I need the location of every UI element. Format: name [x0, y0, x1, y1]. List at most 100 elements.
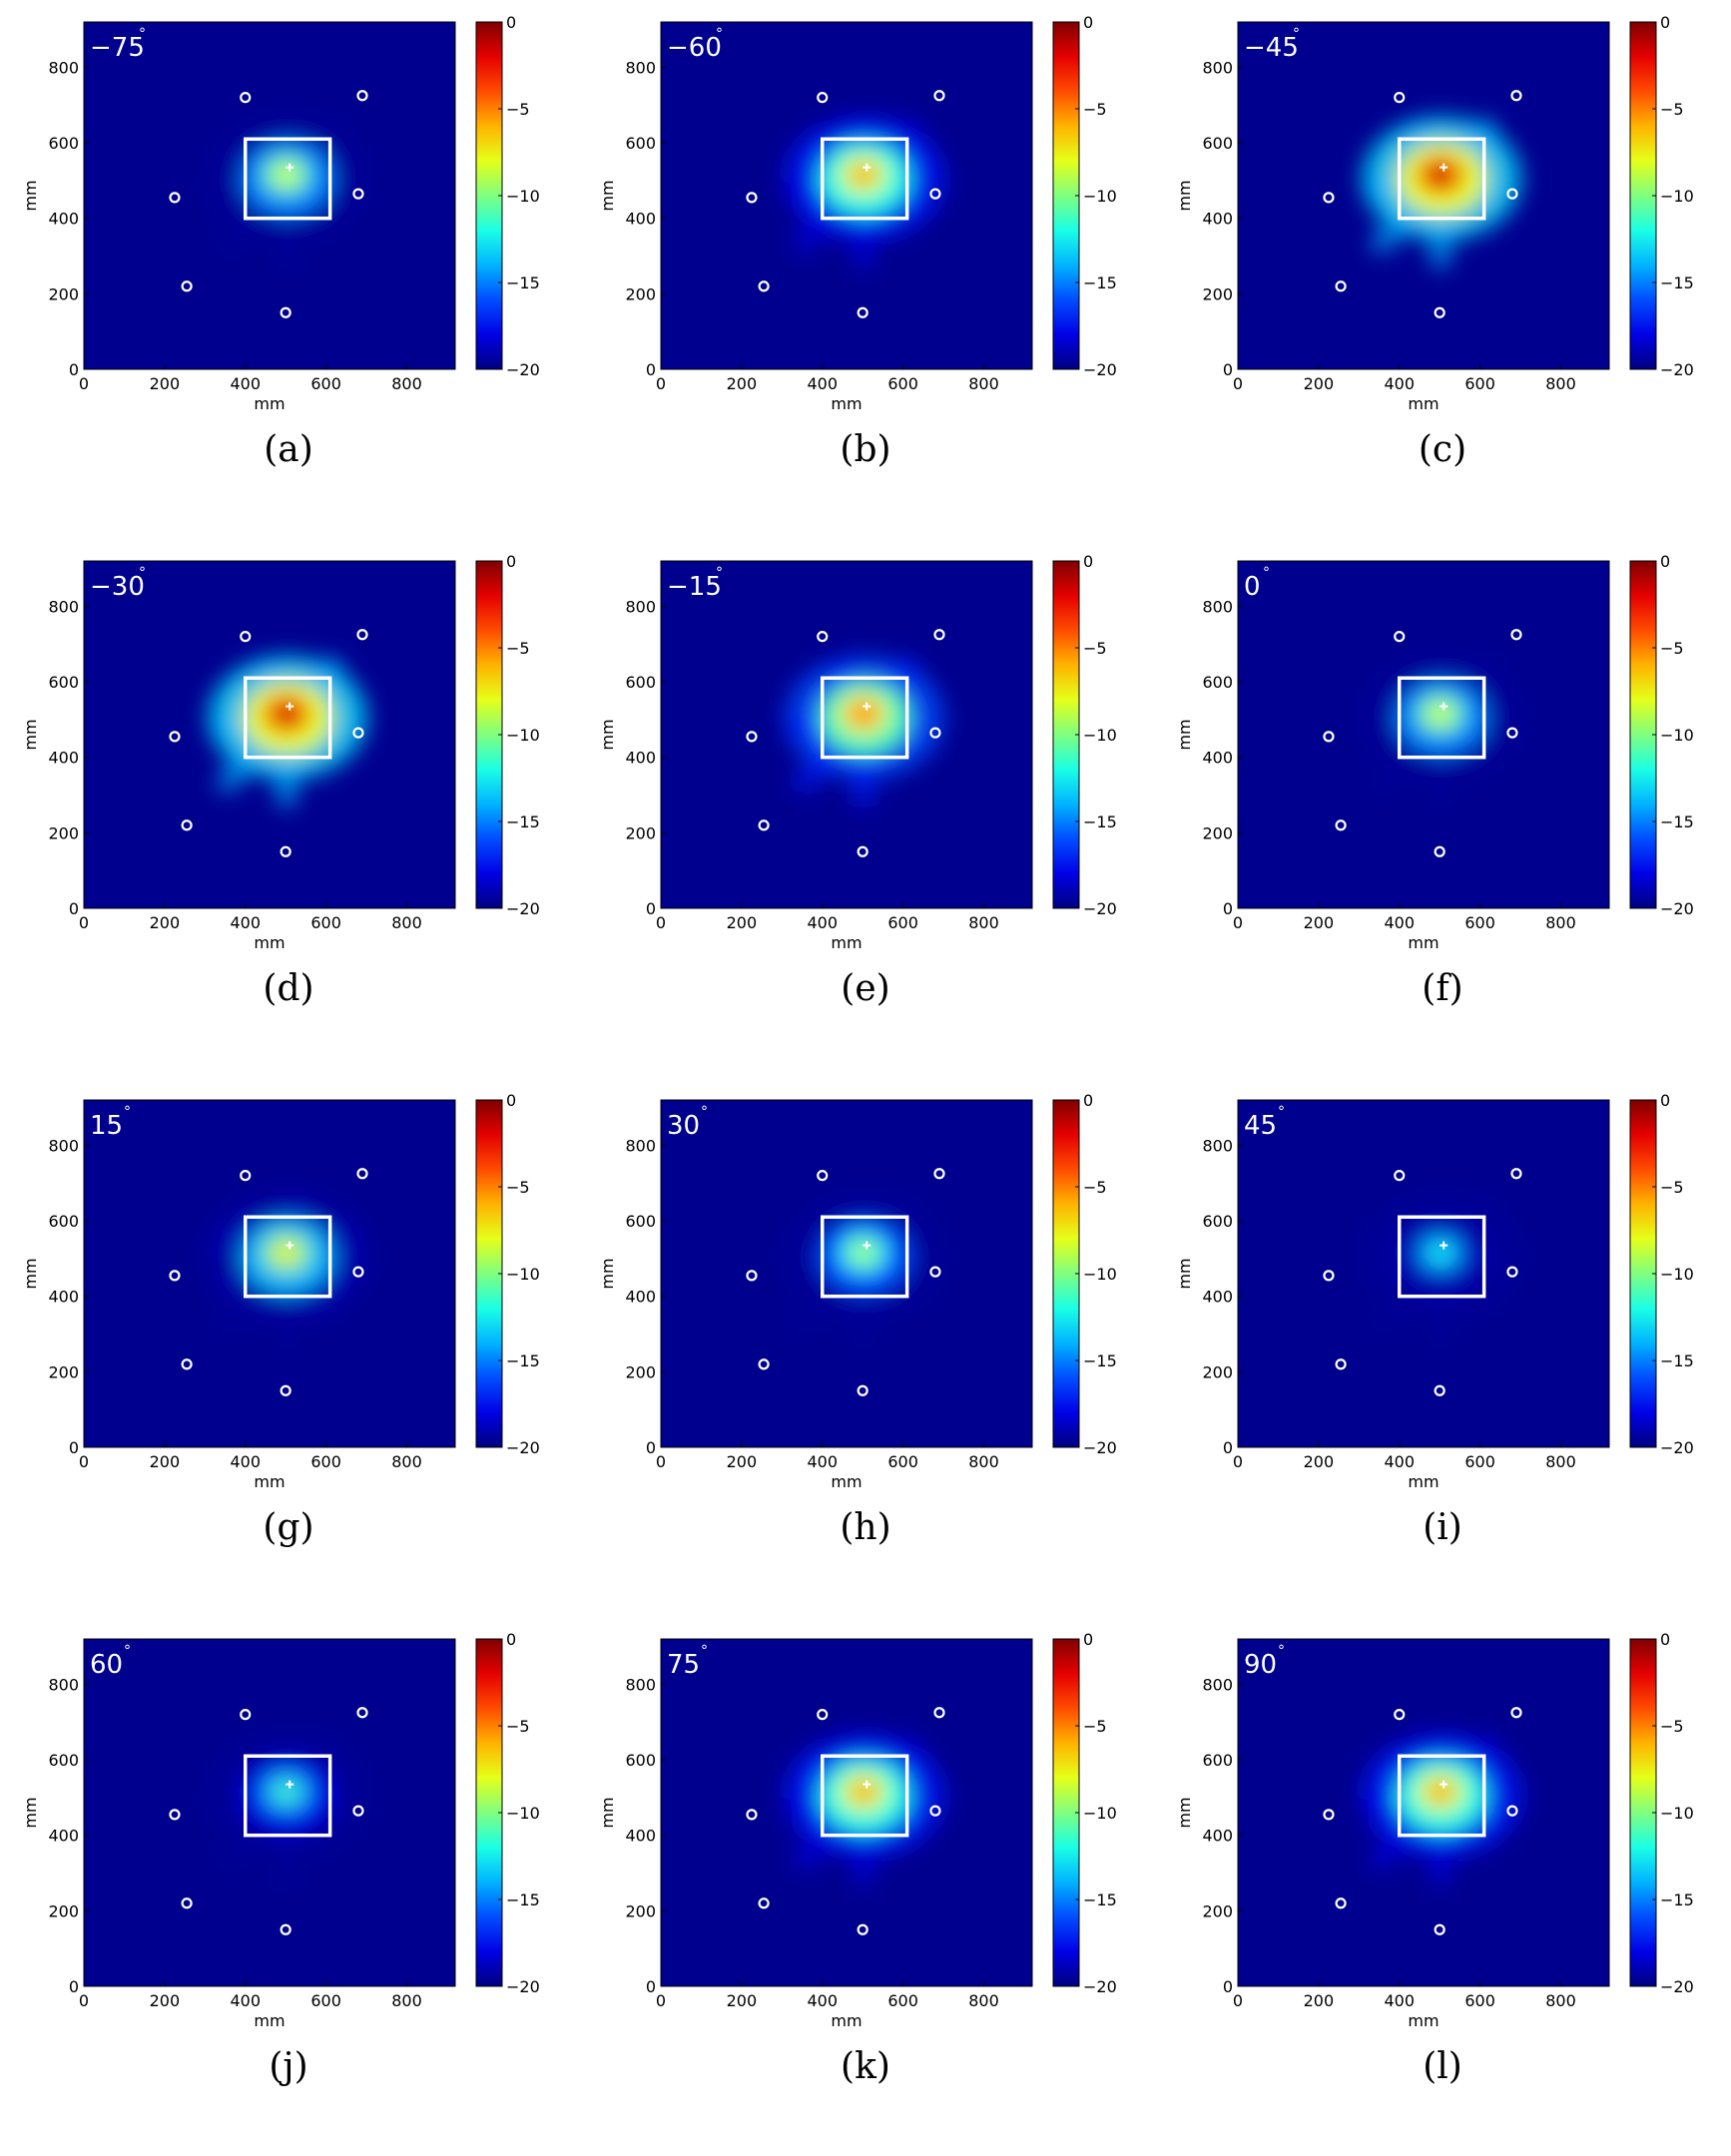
heatmap-panel: −30 ° 0 200 400 600 800 0 200 400 600 800 mm mm 0 −5 −10…	[0, 539, 577, 1078]
y-tick-label: 400	[625, 1288, 656, 1307]
heatmap-chart: 0 °0 200 400 600 8000200400600800mmmm0−5−10−1…	[1175, 552, 1694, 952]
y-tick-label: 800	[1202, 1136, 1233, 1155]
y-axis-label: mm	[1175, 1258, 1194, 1289]
y-axis-label: mm	[1175, 719, 1194, 750]
x-tick-label: 600	[1464, 1452, 1495, 1471]
target-cross	[863, 702, 871, 711]
y-tick-label: 600	[625, 673, 656, 692]
target-box	[820, 137, 909, 221]
panel-caption: (d)	[263, 968, 314, 1009]
y-axis-label: mm	[1175, 180, 1194, 211]
transducer-marker	[280, 306, 291, 318]
x-tick-label: 0	[79, 913, 89, 932]
target-box	[1397, 1215, 1486, 1299]
y-tick-label: 800	[625, 1136, 656, 1155]
y-tick-label: 0	[646, 1977, 656, 1996]
degree-symbol: °	[139, 26, 146, 42]
panel-caption: (i)	[1423, 1507, 1462, 1548]
y-tick-label: 600	[1202, 134, 1233, 153]
colorbar-tick-label: 0	[506, 1091, 516, 1110]
colorbar-tick-label: 0	[1660, 13, 1670, 32]
target-cross	[286, 702, 294, 711]
panel-caption: (b)	[840, 429, 891, 470]
heatmap-panel: 75 ° 0 200 400 600 800 0 200 400 600 800 mm mm 0 −5 −10 −…	[577, 1617, 1154, 2156]
transducer-marker	[817, 1170, 829, 1182]
transducer-marker	[933, 629, 945, 641]
transducer-marker	[857, 1923, 868, 1935]
y-tick-label: 400	[1202, 210, 1233, 229]
angle-label: 0	[1244, 572, 1261, 602]
y-tick-label: 800	[48, 58, 79, 77]
x-axis-label: mm	[254, 2011, 285, 2030]
heatmap-chart: −30° 0 200 400 600 800 0 200 400 600 800 mm mm 0 −5 −10…	[21, 552, 540, 952]
y-axis-label: mm	[21, 719, 40, 750]
transducer-marker	[929, 1266, 941, 1278]
x-tick-label: 0	[656, 1452, 666, 1471]
transducer-marker	[857, 845, 868, 857]
transducer-marker	[1434, 845, 1445, 857]
target-cross	[863, 163, 871, 172]
transducer-marker	[1323, 731, 1335, 743]
y-tick-label: 400	[625, 1827, 656, 1846]
y-tick-label: 800	[1202, 1675, 1233, 1694]
y-tick-label: 0	[1223, 1438, 1233, 1457]
target-box	[820, 1754, 909, 1838]
angle-label: −75	[90, 33, 145, 63]
colorbar-tick-label: −5	[1083, 100, 1107, 119]
y-tick-label: 800	[625, 58, 656, 77]
y-axis-label: mm	[598, 1797, 617, 1828]
y-tick-label: 600	[625, 1212, 656, 1231]
transducer-marker	[181, 819, 193, 831]
y-tick-label: 400	[625, 210, 656, 229]
plot-frame	[660, 21, 1033, 370]
heatmap-panel: 30 ° 0 200 400 600 800 0 200 400 600 800 mm mm 0 −5 −10 −…	[577, 1078, 1154, 1617]
transducer-marker	[857, 306, 868, 318]
x-tick-label: 400	[807, 913, 838, 932]
x-tick-label: 0	[1233, 913, 1243, 932]
x-tick-label: 800	[968, 1991, 999, 2010]
plot-frame	[660, 1638, 1033, 1987]
y-tick-label: 0	[69, 360, 79, 379]
x-tick-label: 0	[79, 1452, 89, 1471]
transducer-marker	[817, 631, 829, 643]
y-tick-label: 600	[1202, 1212, 1233, 1231]
target-cross	[286, 1241, 294, 1250]
x-tick-label: 200	[1304, 374, 1335, 393]
transducer-marker	[280, 1384, 291, 1396]
degree-symbol: °	[716, 565, 723, 581]
panel-caption: (a)	[264, 429, 313, 470]
colorbar-tick-label: 0	[1083, 1091, 1093, 1110]
y-tick-label: 0	[69, 1977, 79, 1996]
transducer-marker	[933, 1168, 945, 1180]
y-tick-label: 200	[625, 823, 656, 842]
focal-peak	[851, 704, 875, 725]
y-axis-label: mm	[598, 1258, 617, 1289]
transducer-marker	[1394, 1709, 1406, 1721]
y-tick-label: 0	[69, 899, 79, 918]
colorbar-tick-label: −20	[506, 1438, 540, 1457]
y-tick-label: 600	[1202, 673, 1233, 692]
transducer-marker	[169, 1270, 181, 1282]
heatmap-panel: 0 ° 0 200 400 600 800 0 200 400 600 800 mm mm 0 −5 −10 −1…	[1154, 539, 1731, 1078]
x-tick-label: 600	[887, 913, 918, 932]
degree-symbol: °	[716, 26, 723, 42]
transducer-marker	[857, 1384, 868, 1396]
colorbar-tick-label: 0	[1083, 552, 1093, 571]
panel-caption: (l)	[1423, 2046, 1462, 2087]
y-tick-label: 800	[625, 597, 656, 616]
x-tick-label: 200	[150, 1452, 181, 1471]
colorbar-tick-label: −5	[506, 1717, 530, 1736]
angle-label: 90	[1244, 1650, 1277, 1680]
colorbar-tick-label: −20	[506, 1977, 540, 1996]
heatmap-chart: −75° 0 200 400 600 800 0 200 400 600 800 mm mm 0 −5 −10…	[21, 13, 540, 413]
plot-frame	[1237, 1638, 1610, 1987]
colorbar-tick-label: −15	[506, 1351, 540, 1370]
colorbar-tick-label: −5	[1083, 1717, 1107, 1736]
transducer-marker	[1323, 192, 1335, 204]
intensity-field	[785, 655, 945, 808]
colorbar-tick-label: 0	[506, 1630, 516, 1649]
colorbar-tick-label: −15	[1083, 812, 1117, 831]
colorbar	[475, 21, 503, 370]
x-tick-label: 800	[968, 1452, 999, 1471]
y-tick-label: 800	[48, 1136, 79, 1155]
